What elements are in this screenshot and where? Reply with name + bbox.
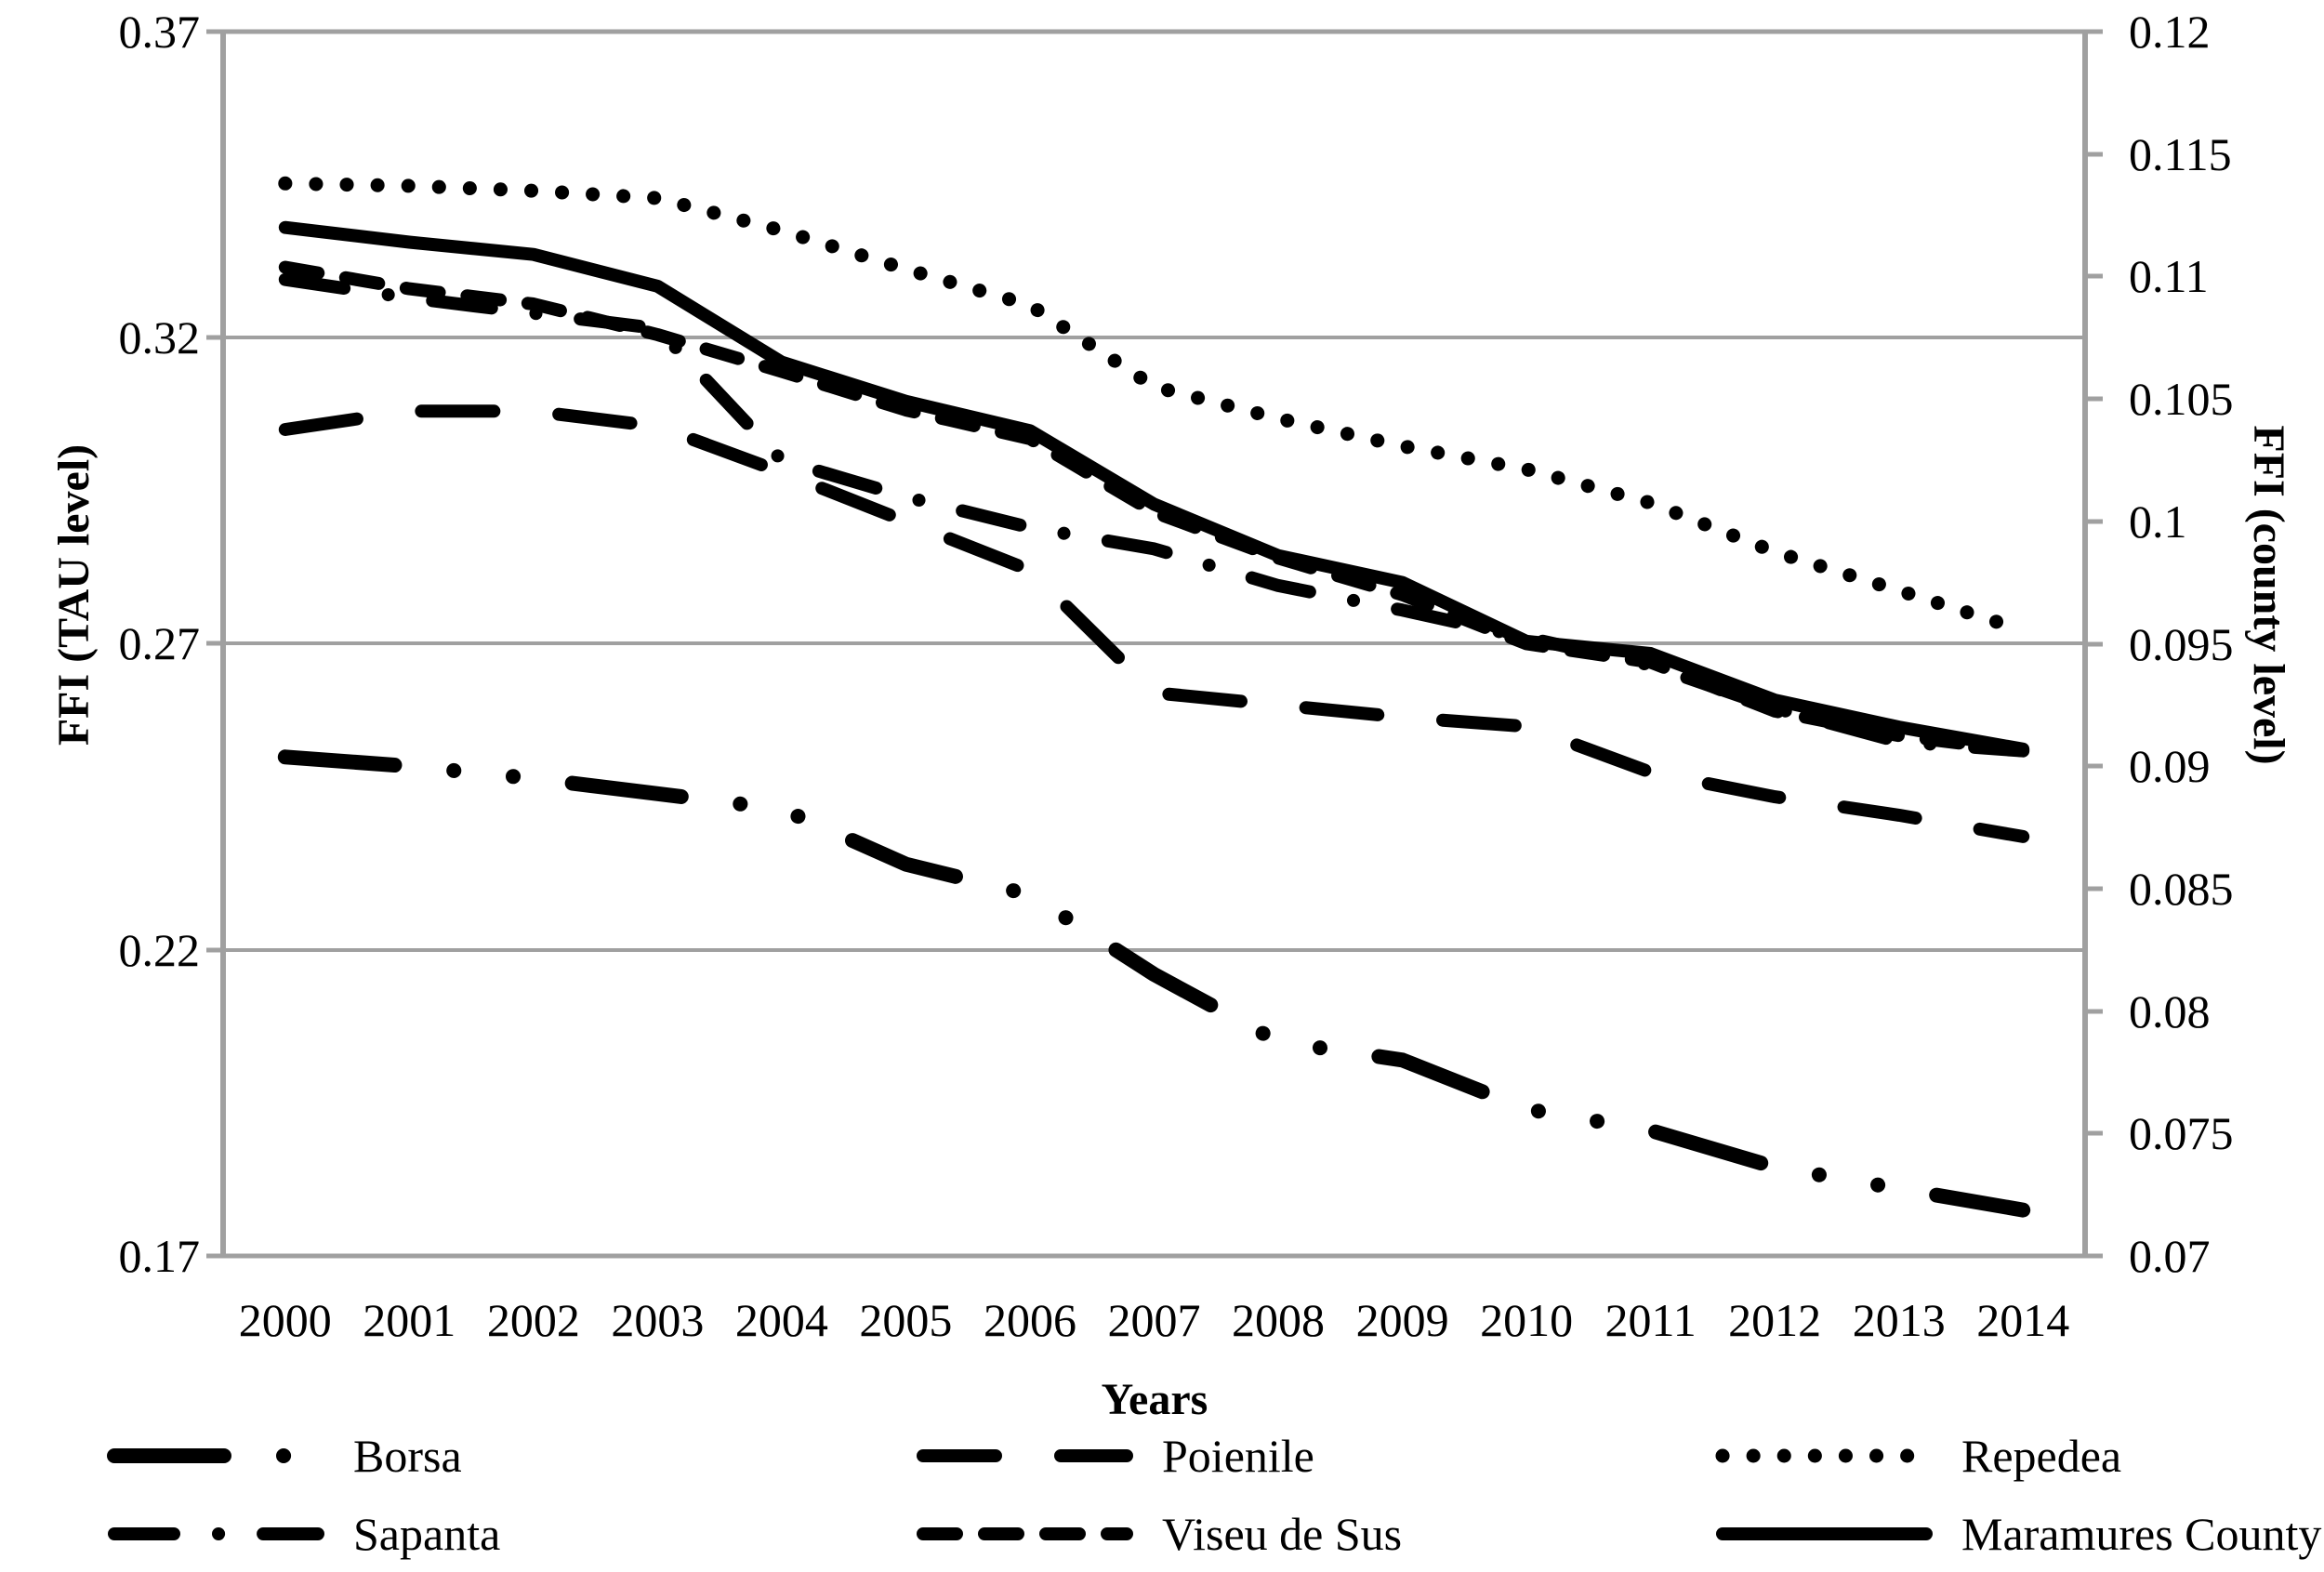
x-axis-tick-label: 2011 (1605, 1294, 1697, 1346)
x-axis-tick-label: 2001 (363, 1294, 456, 1346)
series-line-sapanta (278, 272, 2030, 758)
right-axis-tick-label: 0.095 (2129, 618, 2234, 670)
x-axis-tick-label: 2002 (487, 1294, 580, 1346)
x-axis-tick-label: 2005 (859, 1294, 952, 1346)
left-axis-tick-label: 0.17 (119, 1230, 201, 1282)
right-axis-tick-label: 0.105 (2129, 373, 2234, 425)
series-line-borsa (277, 749, 2031, 1218)
right-axis-tick-label: 0.115 (2129, 128, 2232, 180)
left-axis-tick-label: 0.32 (119, 311, 201, 363)
series-line-repedea (278, 176, 2030, 638)
left-axis-tick-label: 0.37 (119, 6, 201, 58)
series-line-maramures-county (278, 220, 2030, 756)
right-axis-tick-label: 0.08 (2129, 985, 2211, 1037)
left-axis-title: FFI (TAU level) (49, 443, 99, 746)
right-axis-tick-label: 0.11 (2129, 250, 2209, 302)
x-axis-tick-label: 2010 (1480, 1294, 1573, 1346)
x-axis-tick-label: 2008 (1232, 1294, 1325, 1346)
right-axis-tick-label: 0.085 (2129, 863, 2234, 915)
left-axis-tick-label: 0.27 (119, 617, 201, 669)
right-axis-title: FFI (county level) (2244, 425, 2293, 765)
x-axis-tick-label: 2007 (1108, 1294, 1201, 1346)
series-line-poienile (278, 404, 2030, 843)
right-axis-tick-label: 0.075 (2129, 1107, 2234, 1159)
right-axis-tick-label: 0.09 (2129, 740, 2211, 792)
right-axis-tick-label: 0.07 (2129, 1230, 2211, 1282)
x-axis-tick-label: 2014 (1976, 1294, 2069, 1346)
x-axis-tick-label: 2000 (239, 1294, 332, 1346)
x-axis-tick-label: 2004 (735, 1294, 828, 1346)
left-axis-tick-label: 0.22 (119, 924, 201, 976)
x-axis-title: Years (1101, 1375, 1208, 1424)
x-axis-tick-label: 2006 (984, 1294, 1076, 1346)
x-axis-tick-label: 2013 (1853, 1294, 1946, 1346)
right-axis-tick-label: 0.1 (2129, 495, 2187, 548)
x-axis-tick-label: 2003 (611, 1294, 704, 1346)
right-axis-tick-label: 0.12 (2129, 6, 2211, 58)
x-axis-tick-label: 2012 (1728, 1294, 1821, 1346)
x-axis-tick-label: 2009 (1356, 1294, 1449, 1346)
